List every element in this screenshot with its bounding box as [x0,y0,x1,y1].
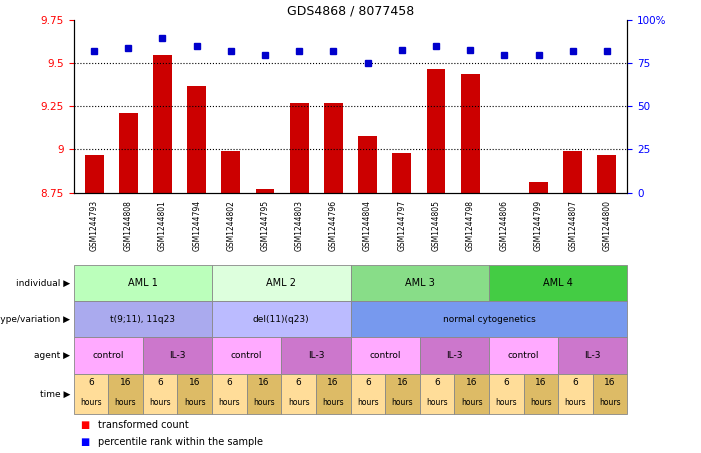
Text: hours: hours [530,398,552,407]
Text: hours: hours [426,398,448,407]
Text: 16: 16 [397,378,408,387]
Text: hours: hours [392,398,413,407]
Text: hours: hours [219,398,240,407]
Bar [324,103,343,193]
Text: control: control [369,351,401,360]
Bar [85,154,104,193]
Bar [427,68,445,193]
Text: IL-3: IL-3 [585,351,601,360]
Text: 16: 16 [327,378,339,387]
Text: transformed count: transformed count [98,420,189,430]
Bar [393,153,411,193]
Text: hours: hours [565,398,586,407]
Text: AML 1: AML 1 [128,278,158,288]
Bar [256,189,274,193]
Text: control: control [508,351,539,360]
Text: 16: 16 [120,378,131,387]
Text: 6: 6 [365,378,371,387]
Bar [187,86,206,193]
Text: del(11)(q23): del(11)(q23) [253,315,310,324]
Text: normal cytogenetics: normal cytogenetics [442,315,536,324]
Text: ■: ■ [81,420,90,430]
Text: 6: 6 [157,378,163,387]
Text: 16: 16 [604,378,616,387]
Text: 6: 6 [573,378,578,387]
Bar [597,154,616,193]
Text: 6: 6 [434,378,440,387]
Bar [564,151,582,193]
Text: 16: 16 [535,378,547,387]
Text: 6: 6 [88,378,94,387]
Text: control: control [231,351,262,360]
Text: 6: 6 [503,378,509,387]
Text: IL-3: IL-3 [169,351,186,360]
Text: 16: 16 [258,378,270,387]
Text: hours: hours [496,398,517,407]
Text: time ▶: time ▶ [40,390,70,399]
Text: hours: hours [184,398,205,407]
Text: individual ▶: individual ▶ [16,279,70,288]
Text: hours: hours [288,398,309,407]
Text: genotype/variation ▶: genotype/variation ▶ [0,315,70,324]
Text: hours: hours [253,398,275,407]
Text: 6: 6 [226,378,232,387]
Text: AML 3: AML 3 [404,278,435,288]
Text: hours: hours [115,398,136,407]
Text: percentile rank within the sample: percentile rank within the sample [98,437,263,447]
Bar [529,182,548,193]
Text: AML 4: AML 4 [543,278,573,288]
Text: 16: 16 [466,378,477,387]
Text: hours: hours [357,398,379,407]
Text: t(9;11), 11q23: t(9;11), 11q23 [110,315,175,324]
Text: AML 2: AML 2 [266,278,297,288]
Bar [461,74,479,193]
Text: ■: ■ [81,437,90,447]
Text: hours: hours [322,398,344,407]
Bar [222,151,240,193]
Text: hours: hours [80,398,102,407]
Bar [290,103,308,193]
Text: 16: 16 [189,378,200,387]
Text: hours: hours [599,398,621,407]
Text: IL-3: IL-3 [308,351,324,360]
Text: control: control [93,351,124,360]
Bar [153,55,172,193]
Text: hours: hours [149,398,171,407]
Text: agent ▶: agent ▶ [34,351,70,360]
Text: IL-3: IL-3 [446,351,463,360]
Bar [119,113,137,193]
Text: 6: 6 [296,378,301,387]
Title: GDS4868 / 8077458: GDS4868 / 8077458 [287,5,414,18]
Bar [358,136,377,193]
Text: hours: hours [461,398,482,407]
